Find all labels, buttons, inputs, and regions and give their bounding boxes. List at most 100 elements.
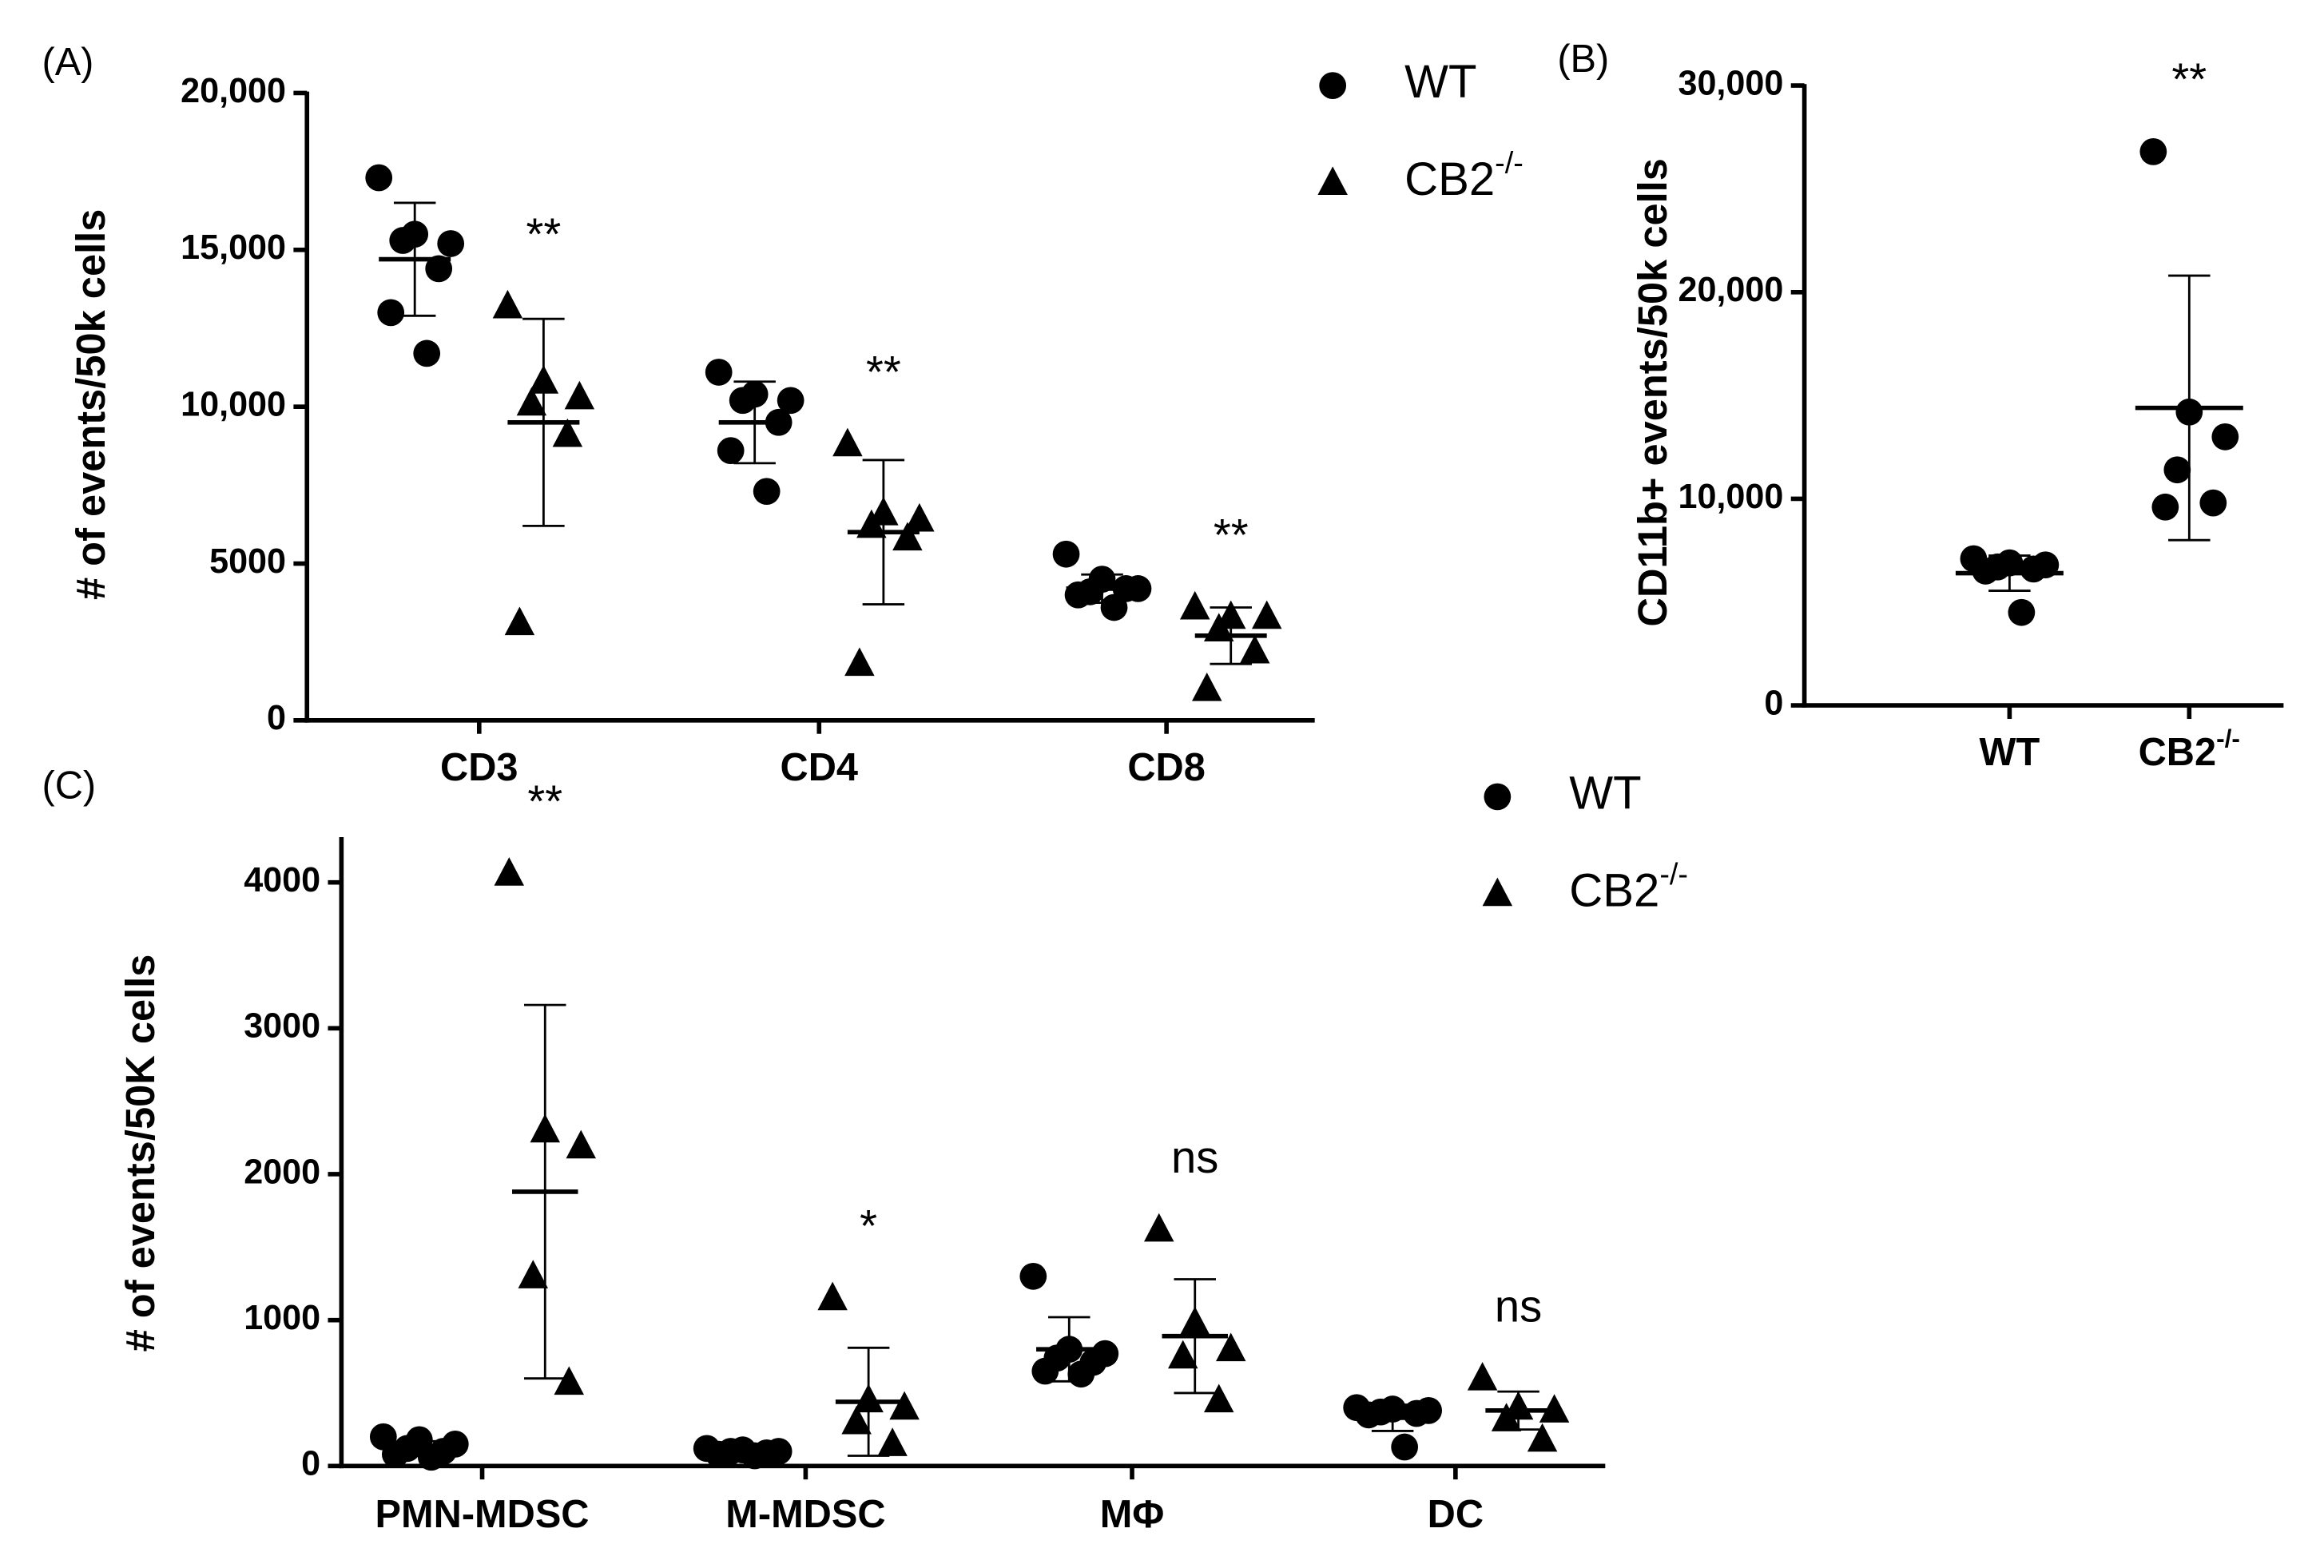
y-tick-label: 15,000 [181, 228, 286, 267]
triangle-point [844, 647, 875, 677]
legend-label: CB2-/- [1569, 858, 1688, 917]
y-tick-label: 20,000 [1678, 271, 1783, 309]
circle-point [1355, 1401, 1383, 1429]
triangle-point [832, 427, 863, 457]
triangle-point [518, 1260, 549, 1288]
circle-point [729, 387, 757, 415]
y-tick-label: 1000 [244, 1299, 320, 1337]
series-group [1955, 138, 2243, 626]
y-tick-label: 0 [267, 699, 286, 737]
y-tick-label: 0 [301, 1445, 320, 1483]
circle-point [2008, 598, 2036, 626]
panel-label: (A) [42, 41, 93, 84]
y-tick-label: 5000 [209, 542, 286, 581]
circle-point [1403, 1399, 1431, 1427]
circle-point [705, 359, 733, 386]
circle-point [1391, 1433, 1419, 1461]
circle-point [2151, 493, 2179, 521]
x-tick-label: MΦ [1100, 1493, 1165, 1536]
triangle-point [1203, 1383, 1234, 1413]
triangle-point [1239, 634, 1270, 664]
triangle-point [1144, 1213, 1174, 1242]
series-group [492, 289, 1282, 701]
circle-point [413, 339, 441, 367]
triangle-point [504, 606, 535, 636]
y-tick-label: 3000 [244, 1007, 320, 1046]
y-tick-label: 10,000 [1678, 478, 1783, 516]
legend-label: WT [1404, 56, 1476, 108]
circle-point [1031, 1357, 1059, 1385]
triangle-point [1215, 1332, 1246, 1362]
significance-label: ns [1171, 1132, 1218, 1182]
triangle-point [1191, 672, 1222, 701]
x-tick-label: PMN-MDSC [375, 1493, 590, 1536]
triangle-point [904, 502, 935, 532]
triangle-point [817, 1281, 848, 1311]
triangle-point [566, 1129, 596, 1159]
circle-point [777, 387, 804, 415]
series-group [369, 1262, 1443, 1471]
triangle-point [516, 387, 547, 416]
triangle-point [554, 1366, 584, 1395]
x-tick-label: CD3 [440, 746, 518, 789]
x-tick-label-superscript: -/- [2216, 724, 2240, 753]
circle-point [1052, 540, 1080, 568]
significance-label: ** [527, 776, 562, 827]
circle-point [753, 478, 781, 506]
circle-point [2163, 456, 2191, 484]
triangle-point [841, 1405, 872, 1435]
x-tick-label: M-MDSC [725, 1493, 885, 1536]
legend-label-base: WT [1569, 768, 1641, 820]
significance-label: ** [1214, 510, 1249, 560]
circle-point [365, 164, 393, 192]
series-group [494, 857, 1570, 1457]
circle-point [381, 1440, 409, 1468]
x-tick-label: WT [1980, 731, 2040, 774]
triangle-point [1167, 1340, 1198, 1369]
triangle-point [1467, 1362, 1498, 1391]
panel-label: (C) [42, 764, 96, 807]
legend-label-base: CB2 [1569, 865, 1659, 917]
circle-point [1064, 581, 1092, 609]
panel-label: (B) [1557, 38, 1609, 81]
x-tick-label: CD4 [781, 746, 858, 789]
circle-point [1484, 783, 1512, 811]
triangle-point [1539, 1394, 1570, 1423]
significance-label: * [860, 1201, 877, 1251]
circle-point [717, 437, 745, 465]
triangle-point [877, 1427, 908, 1456]
legend-label: CB2-/- [1404, 146, 1524, 205]
x-tick-label-base: CB2 [2139, 731, 2216, 774]
y-tick-label: 10,000 [181, 386, 286, 424]
circle-point [1067, 1360, 1095, 1388]
x-tick-label: DC [1428, 1493, 1484, 1536]
series-group [365, 164, 1152, 621]
legend-label-superscript: -/- [1659, 858, 1688, 891]
legend-label-base: WT [1404, 56, 1476, 108]
circle-point [377, 299, 405, 327]
triangle-point [1527, 1423, 1558, 1452]
y-tick-label: 4000 [244, 861, 320, 899]
x-tick-label-base: WT [1980, 731, 2040, 774]
y-tick-label: 2000 [244, 1153, 320, 1191]
circle-point [425, 255, 453, 283]
triangle-point [552, 418, 583, 447]
significance-label: ** [526, 208, 562, 259]
y-tick-label: 0 [1764, 684, 1783, 722]
significance-label: ns [1495, 1280, 1542, 1331]
triangle-point [1482, 877, 1513, 907]
circle-point [1100, 593, 1128, 621]
circle-point [2211, 423, 2239, 451]
legend-label-base: CB2 [1404, 153, 1495, 205]
triangle-point [1251, 600, 1282, 629]
legend-label: WT [1569, 768, 1641, 820]
y-axis-label: # of events/50k cells [68, 209, 113, 600]
circle-point [1019, 1262, 1047, 1290]
legend-label-superscript: -/- [1495, 146, 1524, 180]
y-tick-label: 20,000 [181, 72, 286, 110]
triangle-point [892, 522, 923, 551]
triangle-point [889, 1391, 920, 1420]
significance-label: ** [866, 347, 901, 397]
circle-point [1319, 72, 1347, 99]
circle-point [2020, 555, 2048, 583]
